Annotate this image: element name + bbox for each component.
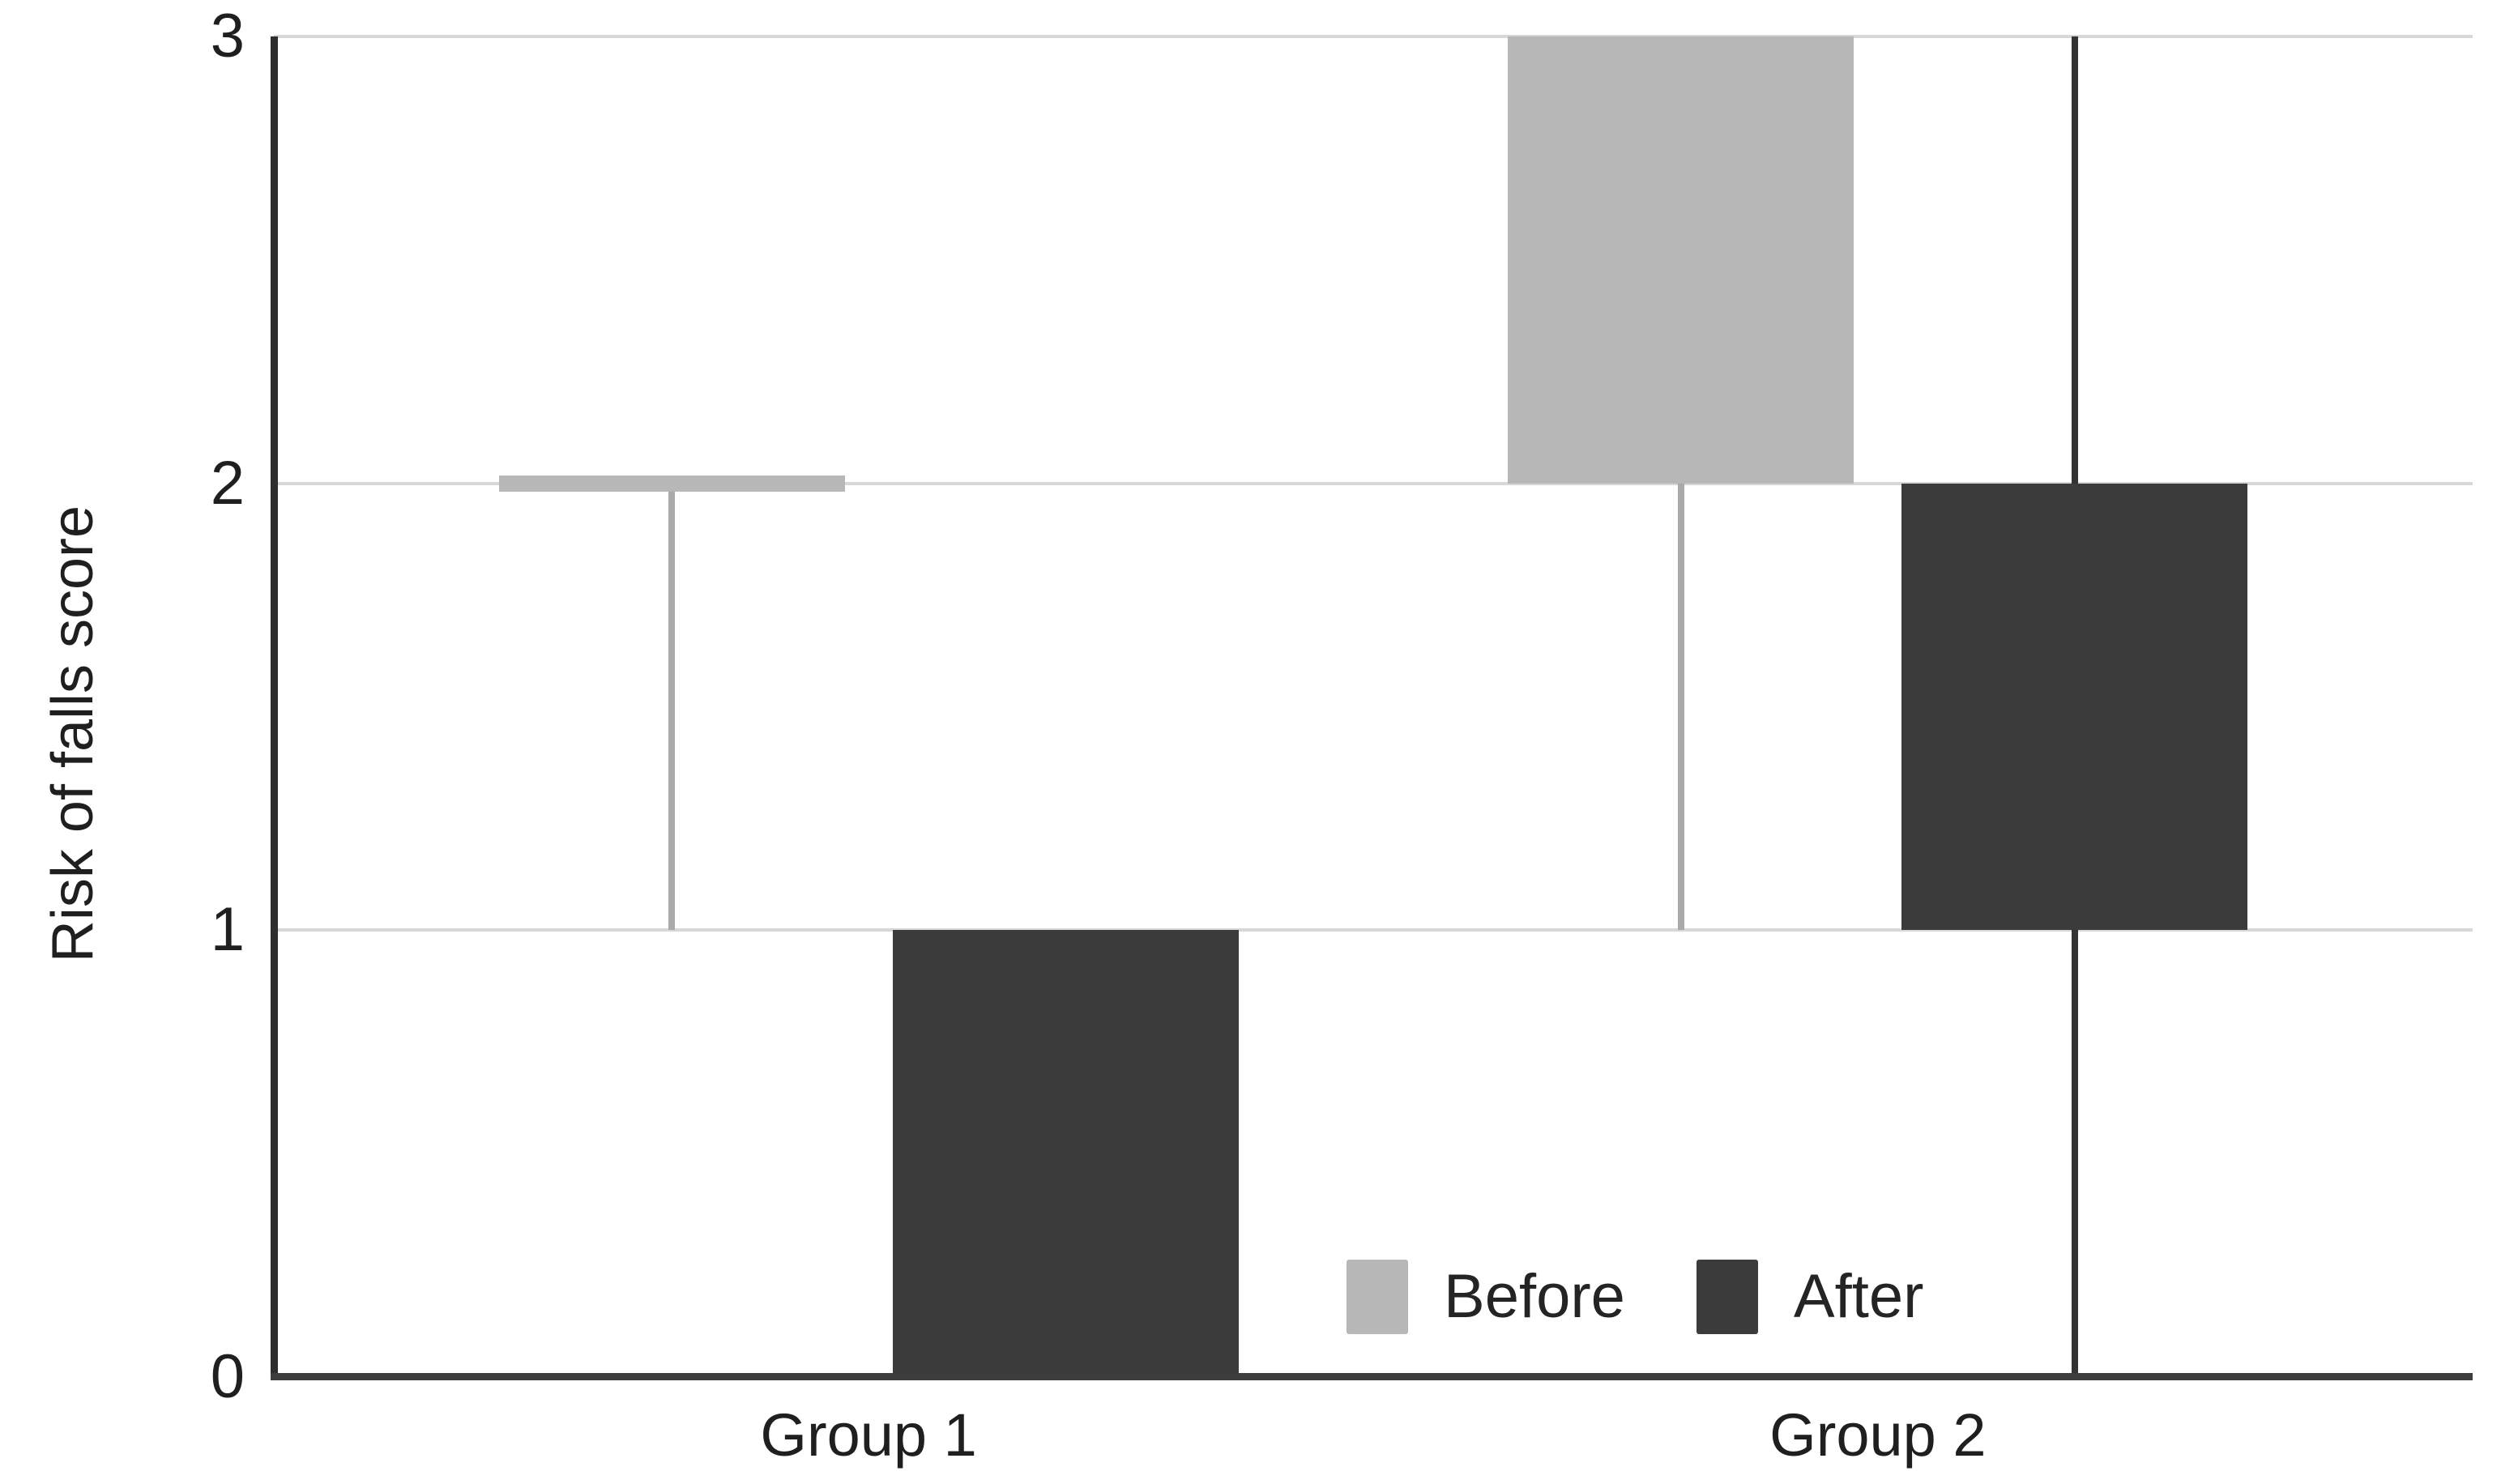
legend-item-after: After	[1696, 1260, 1924, 1334]
y-tick-label-3: 3	[210, 2, 245, 70]
box-after-group2	[1901, 483, 2248, 931]
y-tick-label-1: 1	[210, 895, 245, 965]
x-tick-label-group-2: Group 2	[1769, 1401, 1987, 1469]
box-before-group1	[498, 475, 845, 492]
plot-area: Before After	[271, 35, 2473, 1380]
box-after-group1	[892, 930, 1239, 1377]
whisker-before-group2	[1677, 483, 1684, 931]
y-tick-label-0: 0	[210, 1342, 245, 1411]
y-axis-line	[271, 36, 278, 1377]
gridline-y-1	[274, 928, 2473, 932]
x-tick-label-group-1: Group 1	[760, 1401, 977, 1469]
legend-swatch-before	[1347, 1260, 1408, 1334]
x-axis-line	[271, 1373, 2473, 1380]
legend-item-before: Before	[1347, 1260, 1625, 1334]
legend: Before After	[1347, 1260, 1923, 1334]
whisker-before-group1	[668, 483, 676, 931]
y-tick-label-2: 2	[210, 448, 245, 518]
box-before-group2	[1508, 36, 1854, 484]
gridline-y-3	[274, 35, 2473, 38]
legend-label-before: Before	[1444, 1262, 1625, 1331]
legend-swatch-after	[1696, 1260, 1758, 1334]
y-axis-title: Risk of falls score	[41, 505, 105, 963]
gridline-y-2	[274, 481, 2473, 485]
legend-label-after: After	[1793, 1262, 1924, 1331]
